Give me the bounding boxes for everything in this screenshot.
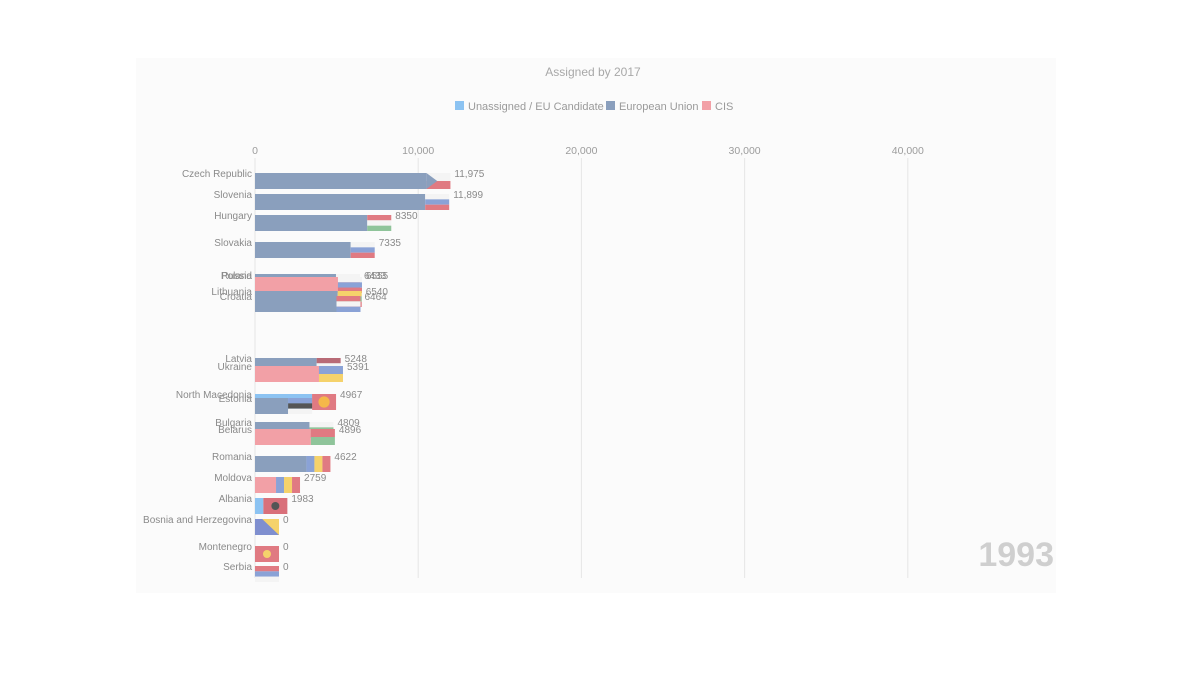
- tick-label: 30,000: [729, 145, 761, 157]
- category-label: Poland: [221, 271, 252, 282]
- slovakia-flag-icon: [350, 242, 375, 258]
- category-label: Latvia: [225, 354, 252, 365]
- value-label: 6464: [364, 292, 387, 303]
- russia-flag-icon: [337, 277, 362, 293]
- bar-chart-race: Assigned by 2017 Unassigned / EU Candida…: [143, 65, 1054, 582]
- category-label: Russia: [221, 271, 252, 282]
- ukraine-flag-icon: [318, 366, 343, 382]
- category-label: Serbia: [223, 562, 252, 573]
- bar: [255, 398, 289, 414]
- bar: [255, 498, 264, 514]
- legend: Unassigned / EU Candidate European Union C…: [455, 101, 733, 113]
- category-label: Estonia: [219, 394, 253, 405]
- value-label: 1983: [291, 494, 314, 505]
- tick-label: 40,000: [892, 145, 924, 157]
- value-label: 5391: [347, 362, 370, 373]
- category-label: Moldova: [214, 473, 252, 484]
- legend-label: CIS: [715, 101, 733, 113]
- bosnia-flag-icon: [255, 519, 279, 535]
- category-label: Bosnia and Herzegovina: [143, 515, 252, 526]
- bar: [255, 194, 426, 210]
- bar: [255, 277, 338, 293]
- legend-swatch: [455, 101, 464, 110]
- czech-flag-icon: [426, 173, 451, 189]
- value-label: 0: [283, 542, 289, 553]
- category-label: Czech Republic: [182, 169, 252, 180]
- bar: [255, 242, 351, 258]
- value-label: 5248: [345, 354, 368, 365]
- legend-label: Unassigned / EU Candidate: [468, 101, 604, 113]
- value-label: 7335: [379, 238, 402, 249]
- hungary-flag-icon: [367, 215, 392, 231]
- category-label: Romania: [212, 452, 252, 463]
- chart-panel: Assigned by 2017 Unassigned / EU Candida…: [136, 58, 1056, 593]
- tick-label: 0: [252, 145, 258, 157]
- value-label: 4622: [334, 452, 357, 463]
- legend-label: European Union: [619, 101, 699, 113]
- value-label: 11,899: [453, 190, 483, 201]
- bar: [255, 173, 427, 189]
- category-label: Ukraine: [218, 362, 253, 373]
- croatia-flag-icon: [336, 296, 361, 312]
- value-label: 8350: [395, 211, 418, 222]
- value-label: 0: [283, 562, 289, 573]
- value-label: 6433: [364, 271, 387, 282]
- slovenia-flag-icon: [425, 194, 450, 210]
- montenegro-flag-icon: [255, 546, 279, 562]
- value-label: 0: [283, 515, 289, 526]
- albania-flag-icon: [263, 498, 288, 514]
- category-label: Montenegro: [199, 542, 253, 553]
- category-label: North Macedonia: [176, 390, 253, 401]
- category-label: Lithuania: [211, 287, 252, 298]
- value-label: 4809: [337, 418, 360, 429]
- category-label: Hungary: [214, 211, 252, 222]
- category-label: Belarus: [218, 425, 252, 436]
- category-label: Albania: [219, 494, 253, 505]
- category-label: Croatia: [220, 292, 253, 303]
- moldova-flag-icon: [276, 477, 301, 493]
- chart-title: Assigned by 2017: [545, 65, 641, 79]
- serbia-flag-icon: [255, 566, 279, 582]
- bars: Czech Republic 11,975 Slovenia 11,899 Hungar…: [143, 169, 485, 582]
- romania-flag-icon: [306, 456, 331, 472]
- year-label: 1993: [978, 536, 1054, 574]
- bar: [255, 477, 277, 493]
- bar: [255, 215, 368, 231]
- category-label: Bulgaria: [215, 418, 252, 429]
- category-label: Slovakia: [214, 238, 252, 249]
- north-macedonia-flag-icon: [312, 394, 337, 410]
- bar: [255, 456, 307, 472]
- value-label: 6540: [366, 287, 389, 298]
- legend-swatch: [702, 101, 711, 110]
- belarus-flag-icon: [310, 429, 335, 445]
- value-label: 4896: [339, 425, 362, 436]
- bar: [255, 366, 319, 382]
- legend-swatch: [606, 101, 615, 110]
- tick-label: 10,000: [402, 145, 434, 157]
- x-axis-ticks: 0 10,000 20,000 30,000 40,000: [252, 145, 924, 157]
- tick-label: 20,000: [565, 145, 597, 157]
- bar: [255, 296, 337, 312]
- value-label: 11,975: [454, 169, 484, 180]
- estonia-flag-icon: [288, 398, 313, 414]
- value-label: 2759: [304, 473, 327, 484]
- value-label: 6555: [366, 271, 389, 282]
- value-label: 4967: [340, 390, 363, 401]
- category-label: Slovenia: [214, 190, 253, 201]
- bar: [255, 429, 311, 445]
